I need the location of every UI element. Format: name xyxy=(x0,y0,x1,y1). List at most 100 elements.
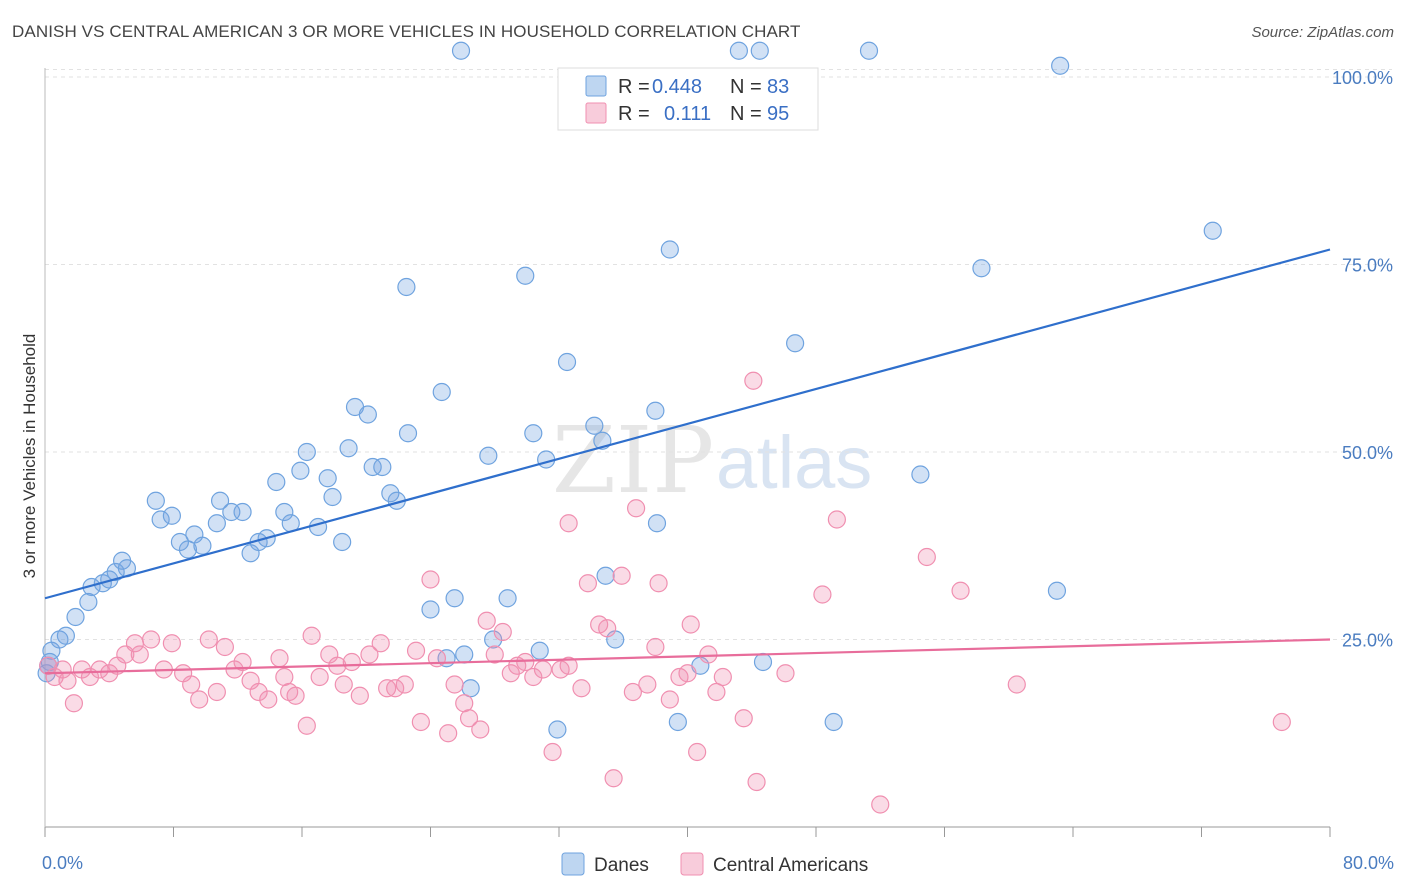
point-danes-53 xyxy=(498,589,517,608)
point-danes-40 xyxy=(381,484,400,503)
point-central-americans-76 xyxy=(678,664,697,683)
point-danes-55 xyxy=(524,424,543,443)
point-central-americans-53 xyxy=(477,611,496,630)
legend-swatch-danes xyxy=(585,75,607,97)
point-central-americans-81 xyxy=(713,667,732,687)
point-danes-20 xyxy=(210,491,230,510)
point-danes-54 xyxy=(516,266,535,285)
point-central-americans-88 xyxy=(871,795,890,814)
point-danes-68 xyxy=(668,712,687,732)
point-central-americans-43 xyxy=(395,675,414,694)
point-central-americans-40 xyxy=(371,634,390,653)
point-central-americans-54 xyxy=(485,645,504,664)
x-tick-labels: 0.0% 80.0% xyxy=(42,853,1394,873)
point-central-americans-71 xyxy=(638,675,657,694)
point-danes-14 xyxy=(162,506,181,525)
point-danes-27 xyxy=(275,502,294,522)
point-central-americans-59 xyxy=(524,667,543,687)
point-danes-3 xyxy=(56,626,75,645)
point-central-americans-83 xyxy=(744,371,763,390)
point-central-americans-60 xyxy=(533,660,553,679)
point-central-americans-42 xyxy=(386,679,405,698)
bottom-legend-swatch-danes xyxy=(561,852,585,876)
point-danes-38 xyxy=(363,457,382,477)
point-central-americans-17 xyxy=(182,675,201,694)
point-danes-31 xyxy=(308,517,328,537)
point-central-americans-85 xyxy=(776,664,795,683)
point-central-americans-3 xyxy=(58,671,77,690)
point-danes-45 xyxy=(432,382,451,402)
legend-n-value-danes: 83 xyxy=(767,76,789,98)
y-tick-label-100: 100.0% xyxy=(1332,68,1393,88)
point-central-americans-64 xyxy=(572,679,591,698)
point-danes-66 xyxy=(647,514,667,533)
point-danes-77 xyxy=(972,259,991,278)
point-central-americans-70 xyxy=(623,682,642,702)
point-central-americans-84 xyxy=(747,772,766,792)
point-central-americans-74 xyxy=(660,690,679,709)
point-danes-44 xyxy=(421,600,440,619)
y-tick-label-25: 25.0% xyxy=(1342,631,1393,651)
point-central-americans-63 xyxy=(559,656,578,675)
point-central-americans-52 xyxy=(471,720,490,739)
point-danes-12 xyxy=(146,491,165,510)
point-danes-26 xyxy=(267,472,286,492)
point-danes-18 xyxy=(193,536,212,555)
point-central-americans-58 xyxy=(516,652,535,672)
point-danes-9 xyxy=(106,562,125,582)
chart-title: DANISH VS CENTRAL AMERICAN 3 OR MORE VEH… xyxy=(12,22,801,41)
point-central-americans-4 xyxy=(64,694,84,713)
point-danes-16 xyxy=(178,540,198,559)
point-danes-65 xyxy=(646,401,665,420)
legend-n-label-danes: N = xyxy=(730,76,762,98)
legend: R = 0.448 N = 83 R = 0.111 N = 95 xyxy=(557,67,819,131)
point-central-americans-45 xyxy=(411,712,430,732)
point-central-americans-61 xyxy=(543,742,562,762)
point-central-americans-28 xyxy=(275,667,294,687)
point-central-americans-91 xyxy=(1007,675,1026,694)
y-tick-label-50: 50.0% xyxy=(1342,443,1393,463)
point-central-americans-25 xyxy=(249,682,268,702)
point-danes-29 xyxy=(291,461,310,480)
point-central-americans-90 xyxy=(951,581,970,600)
point-danes-56 xyxy=(530,641,549,660)
point-danes-35 xyxy=(339,439,358,458)
bottom-legend-label-central-americans: Central Americans xyxy=(713,855,868,876)
point-danes-22 xyxy=(233,502,252,522)
point-danes-13 xyxy=(151,510,170,529)
point-danes-49 xyxy=(455,645,474,664)
legend-r-label-central-americans: R = xyxy=(618,103,650,125)
point-central-americans-36 xyxy=(334,675,353,694)
point-central-americans-69 xyxy=(612,566,631,585)
point-danes-62 xyxy=(596,566,615,585)
point-central-americans-72 xyxy=(646,637,665,657)
point-central-americans-68 xyxy=(604,769,623,788)
legend-r-value-central-americans: 0.111 xyxy=(664,103,711,125)
point-central-americans-39 xyxy=(360,645,379,664)
point-danes-42 xyxy=(398,424,418,443)
point-central-americans-15 xyxy=(162,634,181,653)
point-central-americans-49 xyxy=(445,675,464,694)
legend-r-label-danes: R = xyxy=(618,76,650,98)
bottom-legend: Danes Central Americans xyxy=(561,852,868,876)
point-danes-37 xyxy=(358,405,377,424)
point-central-americans-7 xyxy=(90,660,109,679)
point-central-americans-21 xyxy=(215,637,234,657)
point-central-americans-79 xyxy=(699,645,718,664)
point-central-americans-89 xyxy=(917,547,936,567)
point-danes-34 xyxy=(333,532,352,552)
point-central-americans-44 xyxy=(406,641,426,660)
point-danes-73 xyxy=(786,334,805,353)
trend-line-danes xyxy=(44,248,1331,600)
point-central-americans-27 xyxy=(270,649,289,668)
point-central-americans-31 xyxy=(297,716,316,735)
point-danes-76 xyxy=(911,465,930,484)
point-central-americans-23 xyxy=(233,652,252,672)
point-danes-33 xyxy=(323,487,342,507)
bottom-legend-swatch-central-americans xyxy=(680,852,704,876)
watermark-atlas: atlas xyxy=(716,421,872,504)
x-tick-label-min: 0.0% xyxy=(42,853,83,873)
point-central-americans-20 xyxy=(207,682,226,702)
point-central-americans-18 xyxy=(190,690,209,709)
point-central-americans-94 xyxy=(626,499,646,518)
